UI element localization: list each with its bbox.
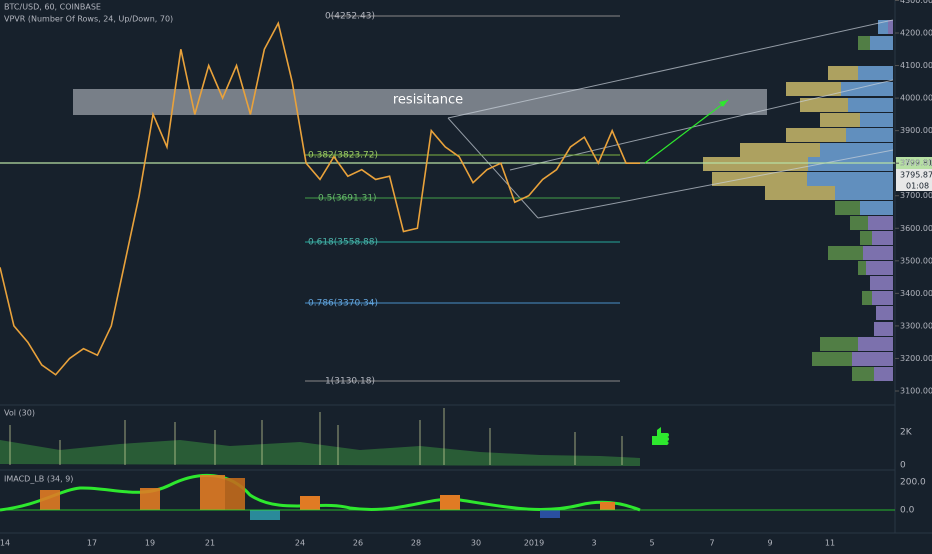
y-tick-label: 3900.00 — [900, 126, 932, 135]
x-tick-label: 9 — [767, 539, 772, 548]
arrow — [644, 99, 729, 164]
fib-label: 0.786(3370.34) — [308, 299, 378, 309]
y-tick-label: 3200.00 — [900, 354, 932, 363]
y-tick-label: 4100.00 — [900, 61, 932, 70]
x-tick-label: 21 — [205, 539, 215, 548]
resistance-zone — [73, 89, 767, 115]
volume-title: Vol (30) — [4, 409, 35, 418]
volume-profile — [703, 20, 893, 381]
price-tag — [896, 169, 932, 191]
y-tick-label: 3500.00 — [900, 256, 932, 265]
x-tick-label: 26 — [353, 539, 363, 548]
y-tick-label: 4300.00 — [900, 0, 932, 5]
y-tick-label: 3600.00 — [900, 224, 932, 233]
countdown: 01:08 — [906, 182, 929, 191]
volume-tick: 2K — [900, 428, 913, 438]
fib-label: 0(4252.43) — [325, 12, 375, 22]
y-tick-label: 3300.00 — [900, 321, 932, 330]
thumbs-up — [652, 427, 669, 446]
x-tick-label: 7 — [709, 539, 714, 548]
x-tick-label: 3 — [591, 539, 596, 548]
y-tick-label: 4200.00 — [900, 29, 932, 38]
x-tick-label: 19 — [145, 539, 155, 548]
x-tick-label: 14 — [0, 539, 10, 548]
x-tick-label: 11 — [825, 539, 835, 548]
fib-label: 1(3130.18) — [325, 377, 375, 387]
y-tick-label: 3100.00 — [900, 387, 932, 396]
macd-tick: 200.0 — [900, 478, 926, 488]
volume-tick: 0 — [900, 461, 906, 471]
macd-title: IMACD_LB (34, 9) — [4, 475, 73, 484]
price-line — [0, 20, 640, 376]
y-tick-label: 3400.00 — [900, 289, 932, 298]
second-price: 3795.87 — [900, 171, 932, 180]
annotation: resisitance — [393, 93, 463, 108]
volume-bars — [9, 408, 623, 465]
x-tick-label: 28 — [411, 539, 421, 548]
x-tick-label: 2019 — [524, 539, 544, 548]
price-tag — [896, 157, 932, 169]
x-tick-label: 5 — [649, 539, 654, 548]
arrow-head — [719, 100, 728, 107]
macd-tick: 0.0 — [900, 506, 915, 516]
y-tick-label: 3800.00 — [900, 159, 932, 168]
fib-label: 0.618(3558.88) — [308, 238, 378, 248]
x-tick-label: 17 — [87, 539, 97, 548]
y-tick-label: 3700.00 — [900, 191, 932, 200]
y-tick-label: 4000.00 — [900, 94, 932, 103]
fib-label: 0.382(3823.72) — [308, 151, 378, 161]
x-tick-label: 30 — [471, 539, 481, 548]
indicator: VPVR (Number Of Rows, 24, Up/Down, 70) — [4, 15, 173, 24]
x-tick-label: 24 — [295, 539, 305, 548]
macd-hist — [40, 475, 615, 520]
last-price: 3799.81 — [900, 159, 932, 168]
fib-label: 0.5(3691.31) — [318, 194, 377, 204]
symbol: BTC/USD, 60, COINBASE — [4, 3, 101, 12]
